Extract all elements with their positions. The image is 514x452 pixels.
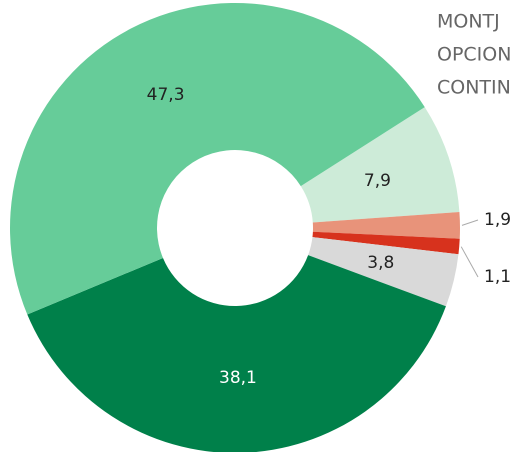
legend-text: OPCION (437, 44, 511, 66)
donut-slice (300, 107, 460, 223)
data-label: 7,9 (364, 171, 391, 191)
leader-line (460, 246, 479, 278)
legend-text: CONTIN (437, 77, 511, 99)
data-label: 47,3 (147, 85, 185, 105)
donut-slice (10, 3, 425, 315)
leader-line (461, 219, 479, 226)
donut-slice (27, 255, 446, 452)
legend-text: MONTJ (437, 11, 500, 33)
data-label: 38,1 (219, 368, 257, 388)
data-label: 3,8 (367, 253, 394, 273)
data-label: 1,1 (484, 267, 511, 287)
donut-slice (312, 211, 460, 239)
donut-slice (312, 231, 460, 255)
data-label: 1,9 (484, 210, 511, 230)
donut-slice (308, 237, 459, 307)
